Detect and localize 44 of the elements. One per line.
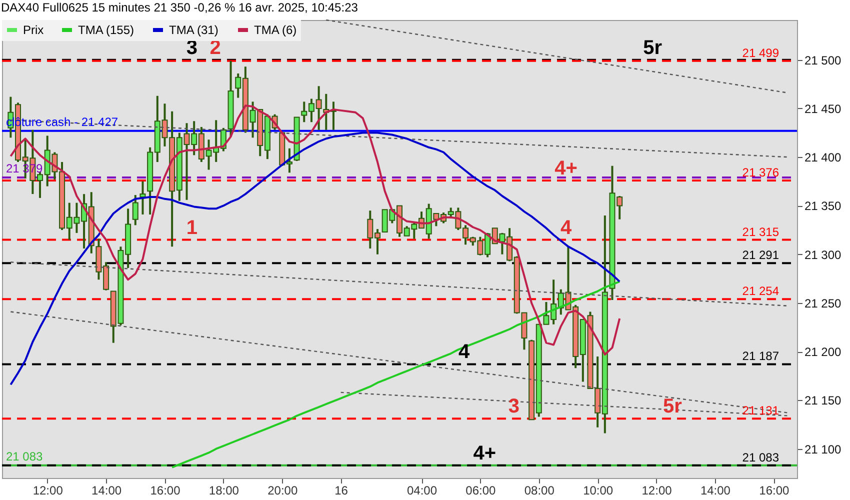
y-tick-label: 21 450 xyxy=(804,102,842,116)
ref-line-label: 21 376 xyxy=(742,165,780,180)
x-tick-label: 12:00 xyxy=(32,484,64,498)
x-tick-label: 10:00 xyxy=(583,484,614,498)
ref-line-label: 21 187 xyxy=(742,349,780,364)
ref-line-label: 21 315 xyxy=(742,224,780,239)
annotation: 5r xyxy=(643,36,662,59)
annotation: 5r xyxy=(662,396,682,418)
y-tick-label: 21 500 xyxy=(804,53,842,68)
ref-line-label: 21 131 xyxy=(742,404,780,418)
ref-line-label: 21 254 xyxy=(742,284,780,298)
x-tick-label: 06:00 xyxy=(466,484,496,498)
annotation: 4 xyxy=(560,216,572,239)
y-tick-label: 21 200 xyxy=(804,345,842,360)
ref-line-label: 21 291 xyxy=(742,248,780,262)
x-tick-label: 12:00 xyxy=(642,484,672,498)
x-tick-label: 18:00 xyxy=(208,484,240,498)
ref-line-label: 21 499 xyxy=(742,46,780,60)
x-tick-label: 16:00 xyxy=(759,484,790,498)
x-tick-label: 16:00 xyxy=(150,484,181,498)
y-tick-label: 21 250 xyxy=(804,296,842,310)
ref-line-label: 21 083 xyxy=(742,450,780,464)
legend-label: Prix xyxy=(23,23,44,37)
y-tick-label: 21 400 xyxy=(804,150,842,165)
chart-title: DAX40 Full0625 15 minutes 21 350 -0,26 % 16 avr. 2025, 10:45:23 xyxy=(1,0,358,14)
y-tick-label: 21 350 xyxy=(804,199,842,214)
x-tick-label: 14:00 xyxy=(700,484,731,498)
legend-label: TMA (31) xyxy=(169,23,218,37)
ref-line-label: 21 083 xyxy=(6,449,44,464)
x-tick-label: 04:00 xyxy=(406,484,438,498)
x-tick-label: 08:00 xyxy=(524,484,555,498)
x-tick-label: 14:00 xyxy=(92,484,122,498)
legend-label: TMA (155) xyxy=(78,23,134,37)
annotation: 4+ xyxy=(473,442,496,464)
legend-label: TMA (6) xyxy=(254,23,297,37)
y-tick-label: 21 150 xyxy=(804,394,842,408)
y-tick-label: 21 100 xyxy=(804,442,842,456)
annotation: 4 xyxy=(458,341,470,364)
x-tick-label: 16 xyxy=(334,484,348,498)
x-tick-label: 20:00 xyxy=(268,484,298,498)
annotation: 3 xyxy=(508,396,520,418)
y-tick-label: 21 300 xyxy=(804,248,842,262)
annotation: 4+ xyxy=(554,157,578,180)
annotation: 1 xyxy=(186,216,198,239)
